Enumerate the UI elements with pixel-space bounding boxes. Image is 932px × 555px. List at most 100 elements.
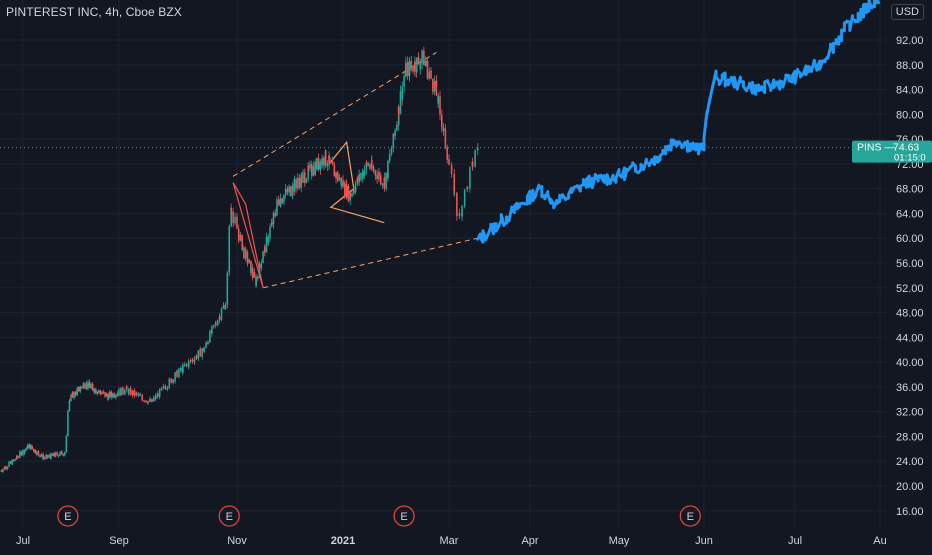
candle-body	[374, 170, 377, 176]
candle-body	[321, 157, 323, 165]
candle-body	[317, 164, 320, 170]
candle-body	[51, 453, 54, 455]
earnings-circle	[679, 505, 701, 527]
candle-body	[458, 212, 461, 216]
candle-body	[203, 347, 205, 352]
candle-body	[349, 192, 351, 197]
earnings-marker[interactable]: E	[679, 505, 701, 527]
candle-body	[314, 162, 316, 175]
currency-button[interactable]: USD	[890, 4, 924, 20]
earnings-label: E	[400, 511, 407, 523]
candle-body	[397, 106, 400, 115]
candle-body	[450, 166, 453, 174]
candle-body	[365, 162, 368, 170]
candle-body	[456, 206, 458, 217]
price-tag-countdown: 01:15:0	[894, 153, 926, 164]
candle-body	[396, 124, 398, 126]
candle-body	[293, 178, 296, 192]
candle-body	[458, 215, 461, 217]
earnings-marker[interactable]: E	[393, 505, 415, 527]
candle-body	[76, 389, 78, 396]
candle-body	[37, 451, 40, 453]
candle-body	[347, 185, 350, 201]
candle-body	[392, 133, 395, 148]
candle-body	[147, 400, 149, 404]
candle-body	[88, 381, 91, 386]
candle-body	[145, 400, 147, 403]
candle-body	[102, 391, 105, 393]
y-tick-label: 24.00	[896, 456, 924, 468]
earnings-label: E	[64, 511, 71, 523]
candle-body	[323, 165, 325, 167]
candle-body	[67, 428, 69, 437]
candle-body	[187, 361, 190, 367]
candle-body	[141, 394, 144, 398]
candle-body	[360, 172, 362, 177]
y-tick-label: 20.00	[896, 481, 924, 493]
candle-body	[73, 392, 75, 398]
candle-body	[435, 80, 438, 96]
candle-body	[39, 456, 41, 458]
candle-body	[214, 323, 217, 325]
candle-body	[442, 128, 445, 131]
candle-body	[342, 182, 344, 187]
candle-body	[220, 308, 223, 316]
candle-body	[79, 389, 82, 392]
candle-body	[166, 388, 169, 390]
candle-body	[244, 249, 247, 253]
price-tag-box	[852, 140, 932, 163]
wedge-lower-line	[262, 237, 478, 289]
candle-body	[205, 343, 207, 345]
candle-body	[116, 393, 119, 395]
candle-body	[3, 467, 6, 469]
candle-body	[205, 343, 207, 348]
candle-body	[84, 383, 86, 388]
candle-body	[406, 62, 409, 66]
candle-body	[446, 146, 449, 154]
candle-body	[441, 114, 443, 126]
candle-body	[183, 364, 186, 366]
drawings[interactable]	[232, 51, 478, 289]
candle-body	[236, 221, 238, 229]
earnings-marker[interactable]: E	[57, 505, 79, 527]
candle-body	[274, 215, 277, 217]
y-tick-label: 60.00	[896, 233, 924, 245]
candle-body	[201, 348, 203, 352]
candle-body	[421, 50, 423, 61]
earnings-label: E	[226, 511, 233, 523]
candle-body	[415, 57, 418, 73]
candle-body	[343, 192, 346, 196]
candle-body	[90, 386, 92, 389]
candle-body	[428, 72, 431, 74]
candle-body	[222, 304, 225, 307]
candle-body	[9, 461, 12, 464]
candle-body	[328, 155, 330, 162]
candle-body	[284, 188, 287, 194]
candle-body	[224, 304, 227, 310]
candle-body	[51, 454, 54, 456]
candle-body	[297, 177, 299, 184]
candle-body	[302, 173, 304, 183]
candle-body	[84, 387, 86, 389]
candle-body	[40, 454, 43, 456]
y-tick-label: 92.00	[896, 35, 924, 47]
earnings-circle	[218, 505, 240, 527]
candle-body	[305, 178, 308, 182]
candle-body	[25, 448, 27, 450]
candle-body	[101, 393, 103, 395]
candle-body	[471, 161, 474, 167]
candle-body	[338, 177, 341, 180]
candle-body	[345, 184, 348, 198]
x-tick-label: Jul	[16, 535, 30, 547]
earnings-marker[interactable]: E	[218, 505, 240, 527]
candle-body	[444, 130, 447, 147]
candle-body	[410, 66, 413, 68]
candle-body	[0, 470, 3, 472]
candle-body	[474, 150, 476, 160]
candle-body	[251, 267, 254, 275]
candle-body	[94, 388, 97, 393]
candle-body	[424, 63, 427, 67]
